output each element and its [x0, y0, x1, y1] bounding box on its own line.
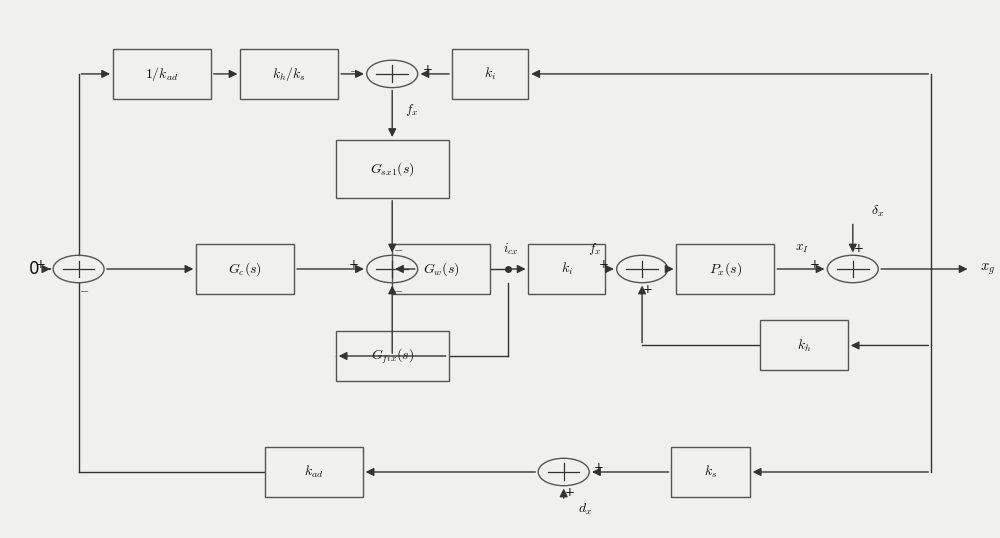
Text: +: +	[35, 258, 45, 271]
FancyBboxPatch shape	[760, 321, 848, 371]
Text: +: +	[423, 63, 432, 76]
Text: $G_{fix}(s)$: $G_{fix}(s)$	[371, 346, 414, 366]
Text: $i_{cx}$: $i_{cx}$	[503, 242, 518, 257]
Text: +: +	[810, 258, 820, 271]
FancyBboxPatch shape	[265, 447, 363, 497]
Text: $-$: $-$	[393, 283, 403, 296]
Text: $f_x$: $f_x$	[588, 241, 602, 257]
FancyBboxPatch shape	[671, 447, 750, 497]
Text: $k_h$: $k_h$	[797, 337, 811, 353]
Text: +: +	[594, 461, 604, 475]
Text: $G_w(s)$: $G_w(s)$	[423, 260, 460, 278]
Text: $1/k_{ad}$: $1/k_{ad}$	[145, 65, 179, 83]
Text: $x_I$: $x_I$	[795, 243, 809, 256]
Text: $k_s$: $k_s$	[704, 464, 717, 480]
Text: $G_c(s)$: $G_c(s)$	[228, 260, 262, 278]
FancyBboxPatch shape	[336, 140, 449, 198]
FancyBboxPatch shape	[452, 49, 528, 99]
Text: $G_{sx1}(s)$: $G_{sx1}(s)$	[370, 160, 415, 178]
Text: $k_{ad}$: $k_{ad}$	[304, 464, 324, 480]
Text: +: +	[643, 283, 653, 296]
Text: $\delta_x$: $\delta_x$	[871, 203, 884, 218]
Text: 0: 0	[29, 260, 40, 278]
Text: $P_x(s)$: $P_x(s)$	[709, 260, 742, 278]
Text: $-$: $-$	[349, 63, 359, 76]
Text: +: +	[599, 258, 609, 271]
FancyBboxPatch shape	[336, 331, 449, 381]
Text: $k_h/k_s$: $k_h/k_s$	[272, 65, 306, 83]
Text: $k_i$: $k_i$	[561, 261, 573, 277]
FancyBboxPatch shape	[240, 49, 338, 99]
Text: +: +	[565, 486, 575, 499]
FancyBboxPatch shape	[528, 244, 605, 294]
Text: $k_i$: $k_i$	[484, 66, 496, 82]
Text: $d_x$: $d_x$	[578, 501, 592, 516]
Text: $-$: $-$	[393, 242, 403, 255]
FancyBboxPatch shape	[196, 244, 294, 294]
FancyBboxPatch shape	[676, 244, 774, 294]
Text: $x_g$: $x_g$	[980, 261, 995, 277]
Text: $-$: $-$	[79, 283, 90, 296]
Text: $f_x$: $f_x$	[405, 102, 418, 118]
FancyBboxPatch shape	[113, 49, 211, 99]
Text: +: +	[854, 242, 864, 255]
FancyBboxPatch shape	[392, 244, 490, 294]
Text: +: +	[349, 258, 359, 271]
